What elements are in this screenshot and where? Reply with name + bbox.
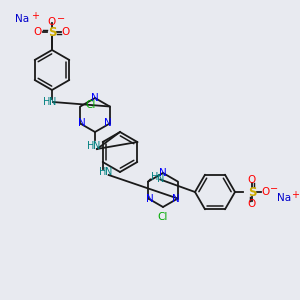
- Text: −: −: [57, 14, 65, 24]
- Text: −: −: [270, 184, 278, 194]
- Text: Na: Na: [277, 193, 291, 203]
- Text: N: N: [91, 93, 99, 103]
- Text: O: O: [262, 187, 270, 197]
- Text: S: S: [248, 185, 256, 199]
- Text: O: O: [248, 199, 256, 209]
- Text: N: N: [104, 118, 112, 128]
- Text: N: N: [159, 168, 167, 178]
- Text: N: N: [146, 194, 154, 203]
- Text: O: O: [248, 175, 256, 185]
- Text: Cl: Cl: [158, 212, 168, 222]
- Text: S: S: [48, 26, 56, 38]
- Text: H: H: [87, 141, 95, 151]
- Text: N: N: [172, 194, 180, 203]
- Text: O: O: [62, 27, 70, 37]
- Text: O: O: [48, 17, 56, 27]
- Text: H: H: [99, 167, 106, 177]
- Text: +: +: [291, 190, 299, 200]
- Text: N: N: [93, 141, 101, 151]
- Text: N: N: [105, 167, 112, 177]
- Text: N: N: [49, 97, 57, 107]
- Text: N: N: [157, 175, 164, 184]
- Text: +: +: [31, 11, 39, 21]
- Text: Cl: Cl: [85, 100, 95, 110]
- Text: O: O: [34, 27, 42, 37]
- Text: H: H: [43, 97, 51, 107]
- Text: Na: Na: [15, 14, 29, 24]
- Text: N: N: [78, 118, 86, 128]
- Text: H: H: [151, 172, 158, 182]
